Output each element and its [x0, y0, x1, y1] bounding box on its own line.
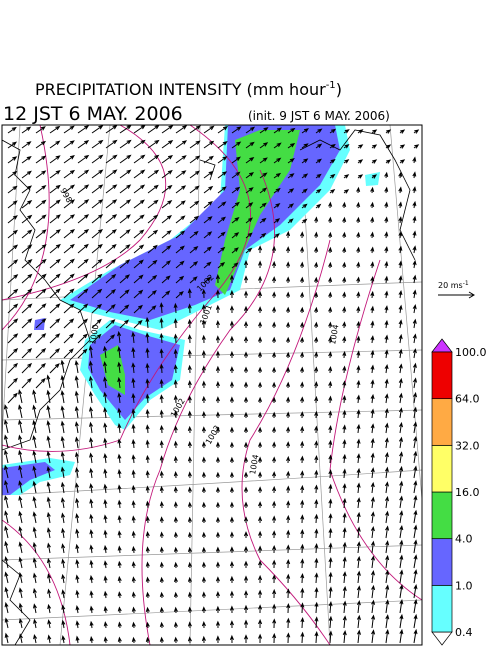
colorbar-label: 0.4 — [455, 626, 473, 639]
wind-scale-exponent: -1 — [463, 280, 469, 287]
colorbar: 0.4 1.0 4.0 16.0 32.0 64.0 100.0 — [431, 338, 487, 646]
colorbar-label: 100.0 — [455, 346, 487, 359]
colorbar-segment — [431, 398, 453, 446]
wind-scale-arrow — [438, 291, 475, 299]
colorbar-label: 16.0 — [455, 486, 480, 499]
colorbar-label: 1.0 — [455, 579, 473, 592]
title-text: PRECIPITATION INTENSITY (mm hour — [35, 80, 326, 99]
colorbar-label: 32.0 — [455, 439, 480, 452]
title-close: ) — [336, 80, 342, 99]
valid-time: 12 JST 6 MAY. 2006 — [3, 103, 183, 125]
colorbar-segment — [431, 584, 453, 633]
isobars — [2, 125, 422, 645]
graticule — [2, 125, 422, 645]
colorbar-segment — [431, 538, 453, 586]
map: 1002 1001 1000 998 1002 1003 1004 1004 — [2, 125, 422, 645]
colorbar-bottom — [431, 631, 453, 646]
wind-scale-label: 20 ms-1 — [438, 280, 469, 290]
wind-scale-text: 20 ms — [438, 281, 463, 290]
colorbar-segment — [431, 351, 453, 400]
wind-vectors — [3, 125, 420, 644]
contour-label: 1000 — [88, 324, 100, 346]
colorbar-label: 64.0 — [455, 393, 480, 406]
colorbar-top — [431, 338, 453, 353]
contour-label: 1004 — [328, 324, 340, 346]
title-exponent: -1 — [326, 80, 336, 91]
colorbar-segment — [431, 444, 453, 493]
title: PRECIPITATION INTENSITY (mm hour-1) — [35, 80, 342, 99]
colorbar-label: 4.0 — [455, 533, 473, 546]
colorbar-segment — [431, 491, 453, 540]
wind-arrows — [3, 125, 420, 644]
init-time: (init. 9 JST 6 MAY. 2006) — [248, 109, 390, 123]
map-frame — [1, 124, 423, 646]
contour-label: 1004 — [248, 454, 260, 476]
